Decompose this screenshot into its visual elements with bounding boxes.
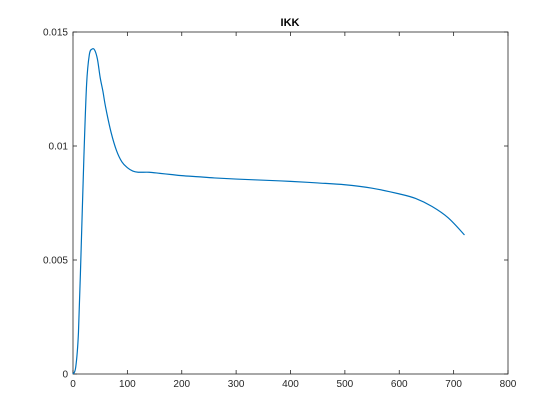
x-tick-label: 300 (228, 379, 245, 390)
x-tick-label: 0 (70, 379, 76, 390)
ticks: 0 100 200 300 400 500 600 700 800 0 0.005 0.01 0.015 (43, 28, 517, 391)
x-tick-label: 400 (282, 379, 299, 390)
x-tick-label: 500 (337, 379, 354, 390)
x-tick-label: 800 (500, 379, 517, 390)
y-tick-label: 0.015 (43, 28, 68, 39)
x-tick-label: 100 (119, 379, 136, 390)
x-tick-label: 600 (391, 379, 408, 390)
series-line (72, 48, 465, 375)
y-tick-label: 0 (62, 370, 68, 381)
y-tick-label: 0.005 (43, 256, 68, 267)
x-tick-label: 200 (173, 379, 190, 390)
series-layer (72, 48, 465, 375)
x-tick-label: 700 (445, 379, 462, 390)
chart-title: IKK (281, 17, 300, 29)
y-tick-label: 0.01 (49, 142, 69, 153)
plot-area (73, 32, 508, 374)
